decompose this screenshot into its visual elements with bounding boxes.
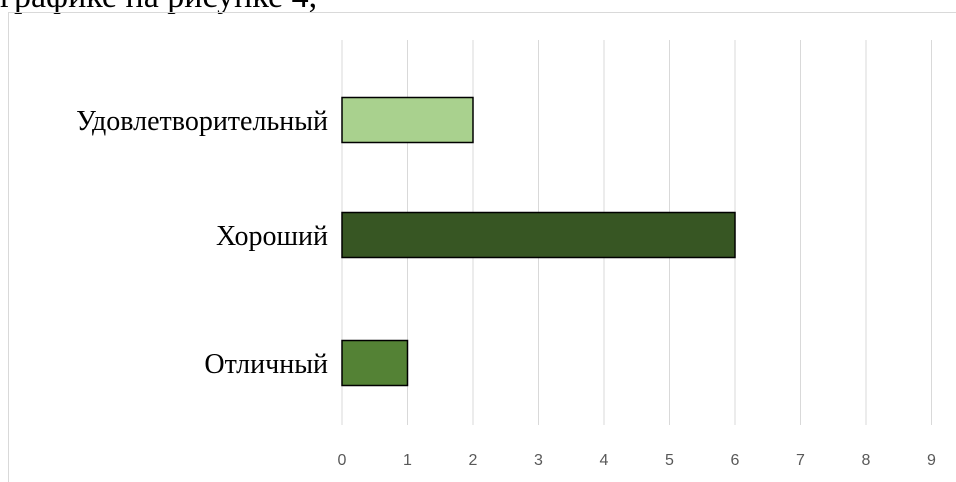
- x-tick-label: 3: [534, 452, 543, 469]
- x-tick-label: 6: [731, 452, 740, 469]
- category-label: Отличный: [204, 349, 328, 380]
- chart-frame: [8, 12, 956, 482]
- category-labels: Удовлетворительный Хороший Отличный: [76, 106, 328, 380]
- x-tick-label: 5: [665, 452, 674, 469]
- x-tick-label: 7: [796, 452, 805, 469]
- category-label: Удовлетворительный: [76, 106, 328, 137]
- bar-1: [341, 96, 474, 144]
- x-tick-label: 8: [862, 452, 871, 469]
- bar-2: [341, 211, 736, 259]
- top-text-fragment: графике на рисунке 4,: [0, 0, 317, 16]
- x-tick-label: 4: [600, 452, 609, 469]
- x-tick-labels: 0 1 2 3 4 5 6 7 8 9: [338, 452, 937, 469]
- x-tick-label: 1: [403, 452, 412, 469]
- bar-3: [341, 339, 409, 387]
- category-label: Хороший: [216, 221, 328, 252]
- x-tick-label: 9: [927, 452, 936, 469]
- x-tick-label: 0: [338, 452, 347, 469]
- bars: [341, 96, 736, 387]
- x-tick-label: 2: [469, 452, 478, 469]
